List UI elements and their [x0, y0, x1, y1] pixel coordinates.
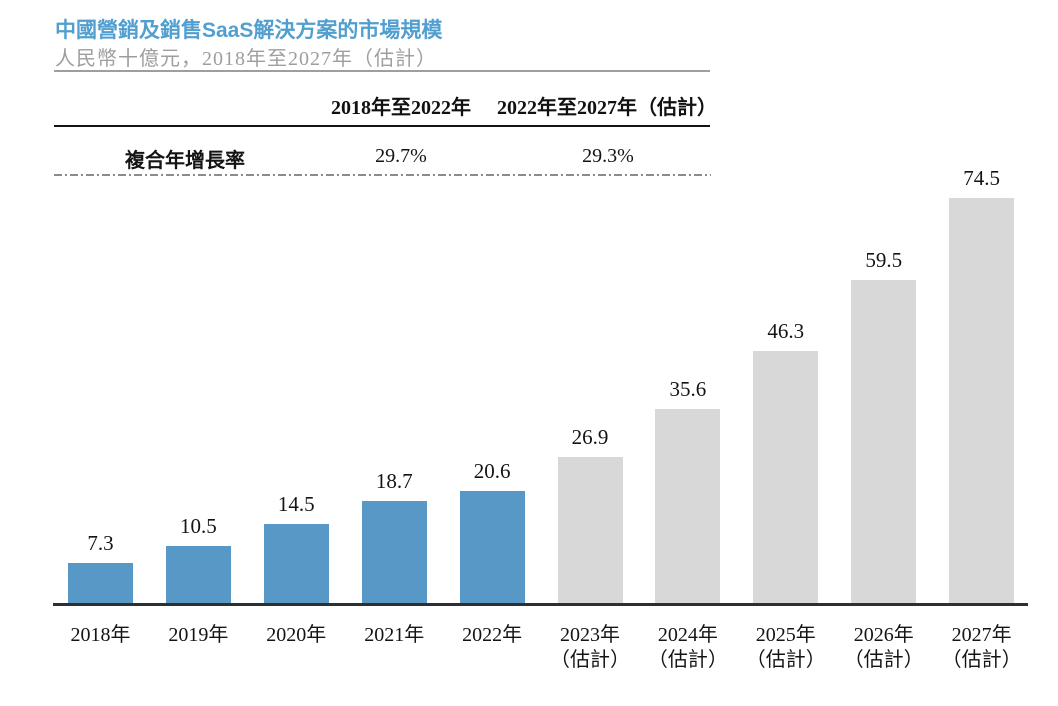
subtitle-divider-line — [54, 70, 710, 72]
cagr-row-label: 複合年增長率 — [125, 150, 245, 172]
bar-2027 — [949, 198, 1015, 603]
cagr-column-header-2018-2022: 2018年至2022年 — [331, 97, 471, 119]
x-axis-label-2019: 2019年 — [168, 624, 229, 646]
bar-value-label-2022: 20.6 — [473, 459, 511, 483]
x-axis-label-2021: 2021年 — [364, 624, 425, 646]
x-axis-label-2022: 2022年 — [462, 624, 523, 646]
bar-value-label-2025: 46.3 — [767, 319, 805, 343]
bar-value-label-2021: 18.7 — [375, 469, 413, 493]
x-axis-label-2025: 2025年 （估計） — [745, 624, 826, 671]
cagr-value-2018-2022: 29.7% — [375, 145, 427, 167]
x-axis-label-2027: 2027年 （估計） — [941, 624, 1022, 671]
bar-value-label-2026: 59.5 — [865, 248, 903, 272]
bar-value-label-2027: 74.5 — [963, 166, 1000, 190]
table-bottom-dashdot-line — [54, 174, 711, 176]
bar-value-label-2020: 14.5 — [277, 492, 315, 516]
x-axis-label-2023: 2023年 （估計） — [550, 624, 630, 671]
bar-2021 — [361, 501, 427, 603]
bar-2024 — [655, 409, 721, 603]
bar-2020 — [263, 524, 329, 603]
bar-2018 — [68, 563, 133, 603]
cagr-column-header-2022-2027: 2022年至2027年（估計） — [497, 97, 717, 119]
x-axis-label-2018: 2018年 — [70, 624, 131, 646]
bar-value-label-2018: 7.3 — [87, 531, 114, 555]
chart-subtitle: 人民幣十億元，2018年至2027年（估計） — [55, 48, 437, 70]
bar-2023 — [557, 457, 623, 603]
bar-2022 — [459, 491, 525, 603]
x-axis-line — [53, 603, 1028, 606]
x-axis-label-2026: 2026年 （估計） — [843, 624, 924, 671]
cagr-value-2022-2027: 29.3% — [582, 145, 634, 167]
chart-title: 中國營銷及銷售SaaS解決方案的市場規模 — [55, 19, 443, 42]
bar-2026 — [851, 280, 917, 603]
bar-2025 — [753, 351, 819, 603]
bar-value-label-2019: 10.5 — [180, 514, 217, 538]
bar-value-label-2023: 26.9 — [571, 425, 609, 449]
bar-2019 — [165, 546, 231, 603]
x-axis-label-2020: 2020年 — [266, 624, 327, 646]
bar-value-label-2024: 35.6 — [669, 377, 707, 401]
table-header-divider-line — [54, 125, 710, 127]
x-axis-label-2024: 2024年 （估計） — [647, 624, 728, 671]
